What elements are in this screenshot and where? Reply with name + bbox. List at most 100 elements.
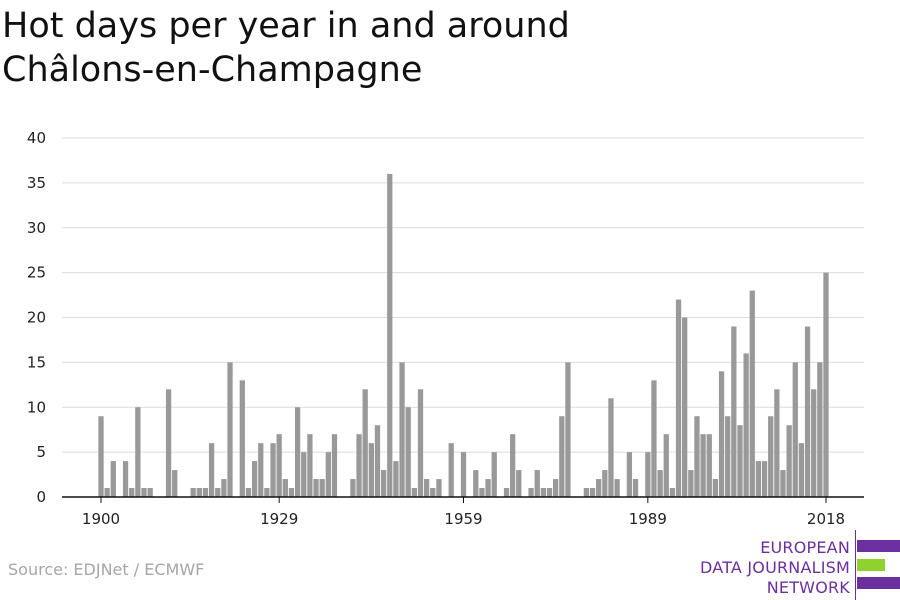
bar-1908: [147, 488, 153, 497]
x-tick-label: 1929: [260, 510, 298, 528]
bar-1954: [430, 488, 436, 497]
bar-1999: [706, 434, 712, 497]
bar-1989: [645, 452, 651, 498]
bar-1912: [172, 470, 178, 497]
bar-2001: [718, 371, 725, 497]
bar-2013: [792, 362, 798, 498]
bar-2009: [768, 416, 774, 497]
logo-line-1: EUROPEAN: [760, 538, 850, 557]
logo-bar-middle: [857, 559, 885, 571]
bar-1982: [602, 470, 608, 497]
bar-1957: [448, 443, 454, 497]
bar-1964: [491, 452, 497, 498]
bar-1915: [190, 488, 196, 497]
bar-2008: [761, 461, 768, 497]
bar-1998: [700, 434, 706, 497]
bar-1995: [682, 317, 688, 497]
bar-1991: [657, 470, 663, 497]
bar-1990: [651, 380, 657, 497]
bar-1927: [264, 488, 270, 497]
bar-1945: [374, 425, 381, 497]
logo-bar-top: [857, 540, 900, 552]
bar-1997: [694, 416, 700, 497]
bar-1946: [380, 470, 387, 497]
bar-1976: [565, 362, 571, 498]
bar-1935: [313, 479, 319, 497]
bar-1902: [110, 461, 116, 497]
bar-1992: [663, 434, 669, 497]
bar-1974: [553, 479, 559, 497]
bar-1904: [122, 461, 129, 497]
bar-2018: [823, 272, 829, 498]
bar-2003: [731, 326, 737, 497]
bar-1986: [626, 452, 633, 498]
bar-1951: [411, 488, 417, 497]
bar-1987: [632, 479, 639, 497]
bar-1972: [540, 488, 547, 497]
bar-1934: [307, 434, 313, 497]
bar-1942: [356, 434, 362, 497]
bar-1901: [104, 488, 110, 497]
bar-1920: [221, 479, 227, 497]
bar-1941: [350, 479, 356, 497]
x-tick-label: 1989: [629, 510, 667, 528]
y-tick-label: 5: [36, 443, 46, 461]
bar-2006: [749, 290, 755, 497]
bar-1933: [301, 452, 307, 498]
logo-divider: [855, 530, 856, 600]
bar-1962: [479, 488, 485, 497]
bar-1931: [288, 488, 295, 497]
y-tick-label: 0: [36, 488, 46, 506]
bar-2002: [725, 416, 731, 497]
bar-1953: [423, 479, 430, 497]
bar-1961: [473, 470, 479, 497]
bar-1968: [516, 470, 522, 497]
x-tick-label: 1900: [82, 510, 120, 528]
bar-2016: [811, 389, 817, 497]
bar-2012: [786, 425, 792, 497]
bar-1959: [460, 452, 467, 498]
bar-1928: [270, 443, 276, 497]
y-tick-label: 20: [27, 309, 46, 327]
logo-wordmark: EUROPEAN DATA JOURNALISM NETWORK: [700, 538, 850, 598]
bar-1926: [258, 443, 264, 497]
bar-2011: [780, 470, 786, 497]
bar-1905: [129, 488, 135, 497]
bar-1924: [245, 488, 252, 497]
bar-1979: [583, 488, 590, 497]
bar-1947: [387, 173, 393, 497]
bar-2000: [712, 479, 719, 497]
bar-1907: [141, 488, 147, 497]
bar-1949: [399, 362, 405, 498]
bar-1967: [510, 434, 516, 497]
bar-1925: [251, 461, 258, 497]
bar-1937: [325, 452, 331, 498]
bar-1917: [202, 488, 209, 497]
bar-1993: [669, 488, 676, 497]
y-tick-label: 35: [27, 174, 46, 192]
bar-1932: [294, 407, 301, 497]
bar-1944: [368, 443, 374, 497]
edjnet-logo: EUROPEAN DATA JOURNALISM NETWORK: [700, 530, 900, 600]
bar-1973: [546, 488, 553, 497]
bar-1994: [675, 299, 682, 497]
logo-bar-bottom: [857, 577, 900, 589]
bar-2005: [743, 353, 749, 497]
bar-1943: [362, 389, 368, 497]
bar-1975: [559, 416, 565, 497]
bar-1984: [614, 479, 620, 497]
y-tick-label: 15: [27, 353, 46, 371]
bar-1900: [98, 416, 104, 497]
bar-1918: [208, 443, 215, 497]
bar-1981: [596, 479, 602, 497]
bar-1921: [227, 362, 233, 498]
bar-1906: [135, 407, 141, 497]
bar-1936: [319, 479, 325, 497]
y-tick-label: 30: [27, 219, 46, 237]
bar-2004: [737, 425, 743, 497]
x-tick-label: 1959: [444, 510, 482, 528]
bar-1938: [331, 434, 338, 497]
logo-line-3: NETWORK: [766, 578, 850, 597]
x-tick-label: 2018: [807, 510, 845, 528]
